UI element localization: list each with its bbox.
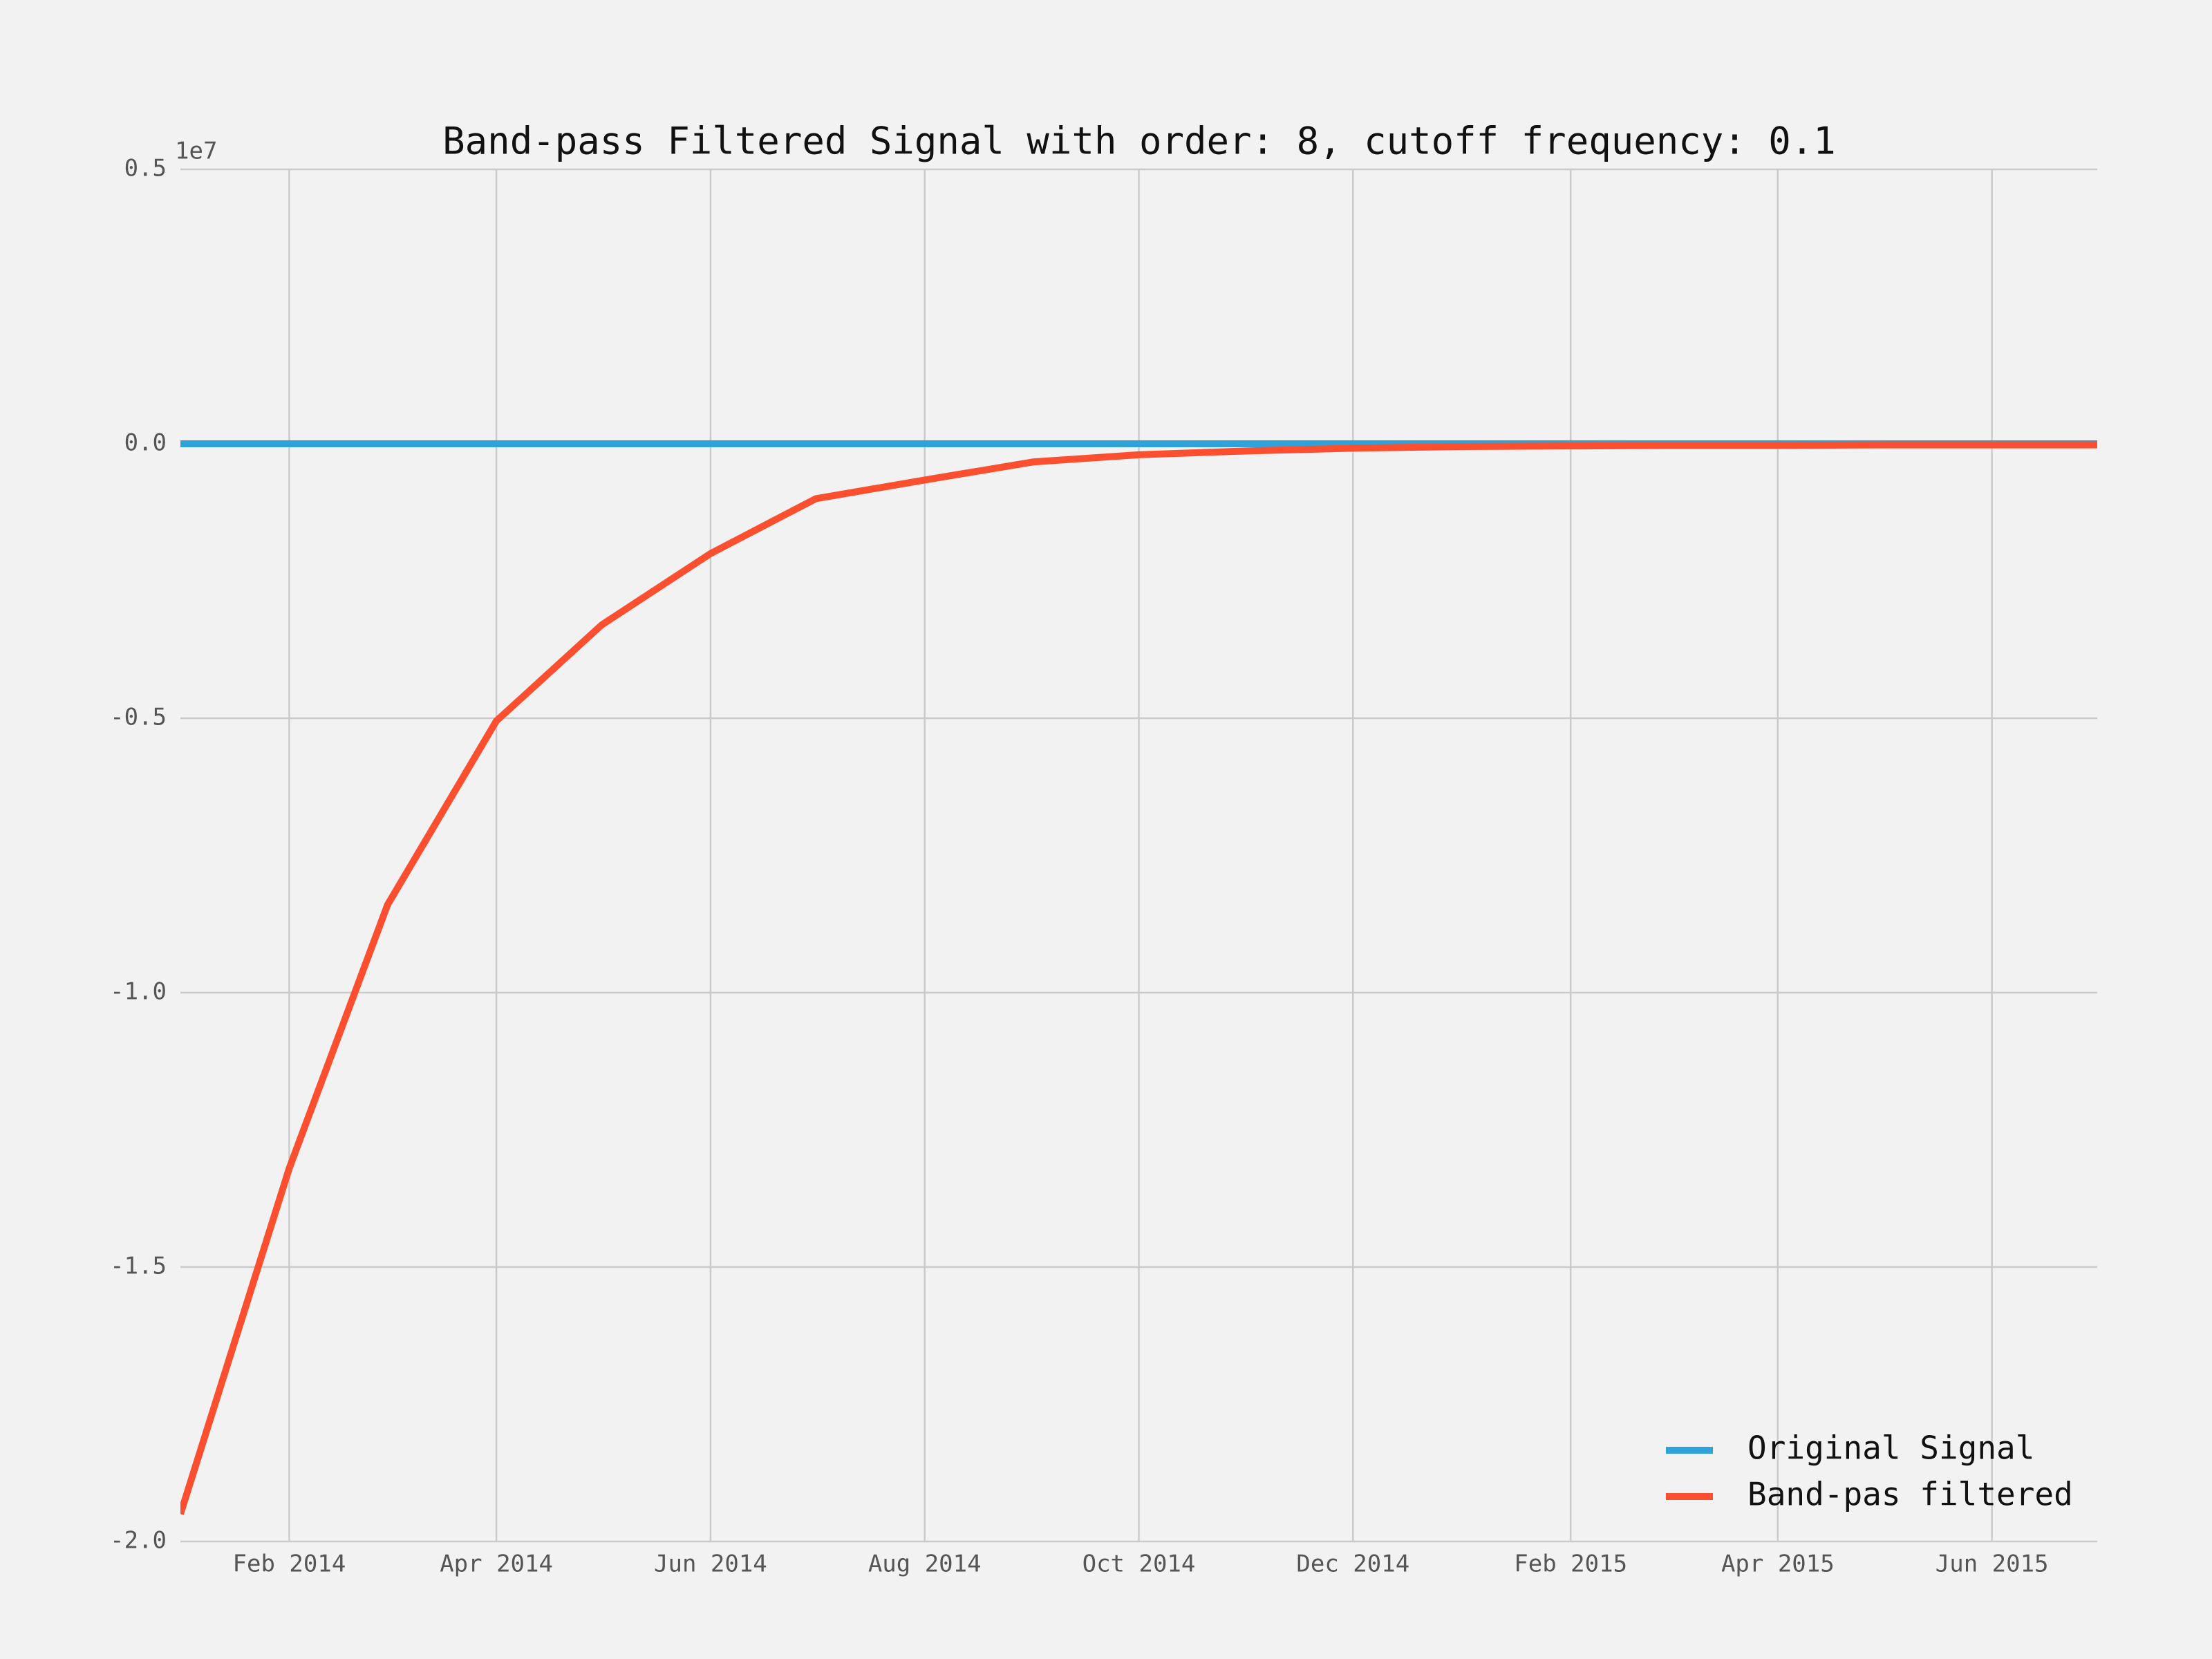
y-tick-label: -0.5 [110,704,167,731]
x-tick-label: Apr 2015 [1721,1550,1835,1578]
series-line [180,441,2097,1515]
x-tick-label: Aug 2014 [868,1550,982,1578]
y-tick-label: -1.0 [110,978,167,1006]
x-tick-label: Dec 2014 [1296,1550,1409,1578]
y-offset-label: 1e7 [175,138,217,165]
x-tick-label: Apr 2014 [440,1550,553,1578]
y-tick-label: 0.0 [124,429,167,457]
legend-label: Band-pas filtered [1747,1476,2073,1513]
legend-label: Original Signal [1747,1430,2034,1467]
x-tick-label: Feb 2014 [233,1550,346,1578]
y-tick-label: -2.0 [110,1527,167,1555]
x-tick-label: Feb 2015 [1514,1550,1627,1578]
y-tick-label: 0.5 [124,155,167,182]
x-tick-label: Jun 2015 [1936,1550,2049,1578]
y-tick-label: -1.5 [110,1253,167,1280]
x-tick-label: Oct 2014 [1082,1550,1196,1578]
chart-title: Band-pass Filtered Signal with order: 8,… [442,120,1836,163]
x-tick-label: Jun 2014 [654,1550,767,1578]
